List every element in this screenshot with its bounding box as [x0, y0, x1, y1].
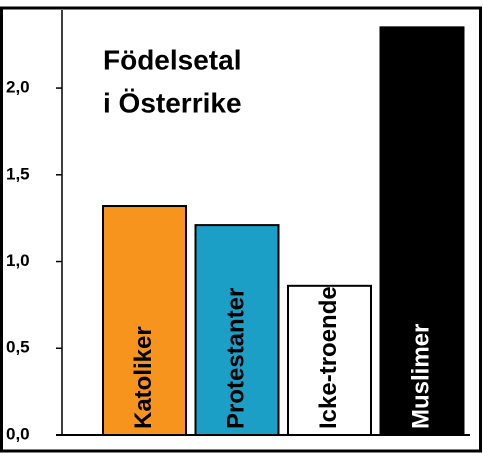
chart-title: Födelsetal	[103, 44, 241, 75]
bar-label: Muslimer	[407, 324, 434, 429]
chart-title: i Österrike	[103, 87, 242, 118]
bar-label: Katoliker	[130, 326, 157, 429]
y-tick-label: 0,5	[6, 338, 30, 357]
bar-label: Icke-troende	[315, 286, 342, 429]
bar	[194, 224, 280, 436]
bar	[102, 205, 187, 436]
y-tick-label: 1,0	[6, 251, 30, 270]
y-tick-label: 0,0	[6, 424, 30, 443]
y-tick-label: 2,0	[6, 78, 30, 97]
bar-label: Protestanter	[222, 288, 249, 429]
y-tick-label: 1,5	[6, 164, 30, 183]
bar	[287, 284, 372, 436]
bar	[379, 26, 465, 437]
